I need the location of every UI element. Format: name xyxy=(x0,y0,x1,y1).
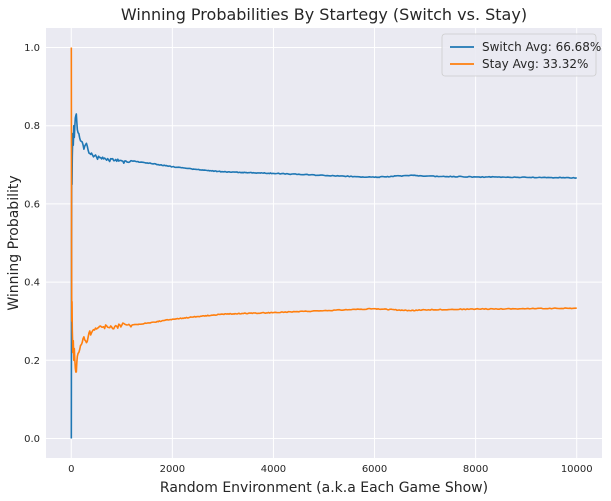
y-tick-label: 0.8 xyxy=(24,121,40,132)
y-tick-label: 1.0 xyxy=(24,43,40,54)
x-tick-label: 2000 xyxy=(160,464,185,475)
x-tick-label: 10000 xyxy=(561,464,593,475)
x-axis-label: Random Environment (a.k.a Each Game Show… xyxy=(160,480,488,496)
series-line-stay xyxy=(70,47,577,373)
series-line-switch xyxy=(70,113,577,439)
x-tick-label: 8000 xyxy=(463,464,488,475)
y-axis-label: Winning Probability xyxy=(6,175,22,310)
y-tick-label: 0.2 xyxy=(24,356,40,367)
y-tick-label: 0.4 xyxy=(24,278,40,289)
x-tick-labels: 0 2000 4000 6000 8000 10000 xyxy=(68,464,593,475)
y-tick-label: 0.0 xyxy=(24,434,40,445)
plot-area xyxy=(46,28,602,458)
legend-box xyxy=(441,33,597,77)
legend-label: Switch Avg: 66.68% xyxy=(482,40,601,54)
x-tick-label: 6000 xyxy=(362,464,387,475)
x-tick-label: 0 xyxy=(68,464,74,475)
legend: Switch Avg: 66.68% Stay Avg: 33.32% xyxy=(441,33,601,77)
x-tick-label: 4000 xyxy=(261,464,286,475)
chart-title: Winning Probabilities By Startegy (Switc… xyxy=(121,5,527,24)
y-tick-label: 0.6 xyxy=(24,199,40,210)
grid xyxy=(46,28,602,458)
legend-label: Stay Avg: 33.32% xyxy=(482,57,588,71)
y-tick-labels: 0.0 0.2 0.4 0.6 0.8 1.0 xyxy=(24,43,40,445)
series-layer xyxy=(70,47,577,439)
